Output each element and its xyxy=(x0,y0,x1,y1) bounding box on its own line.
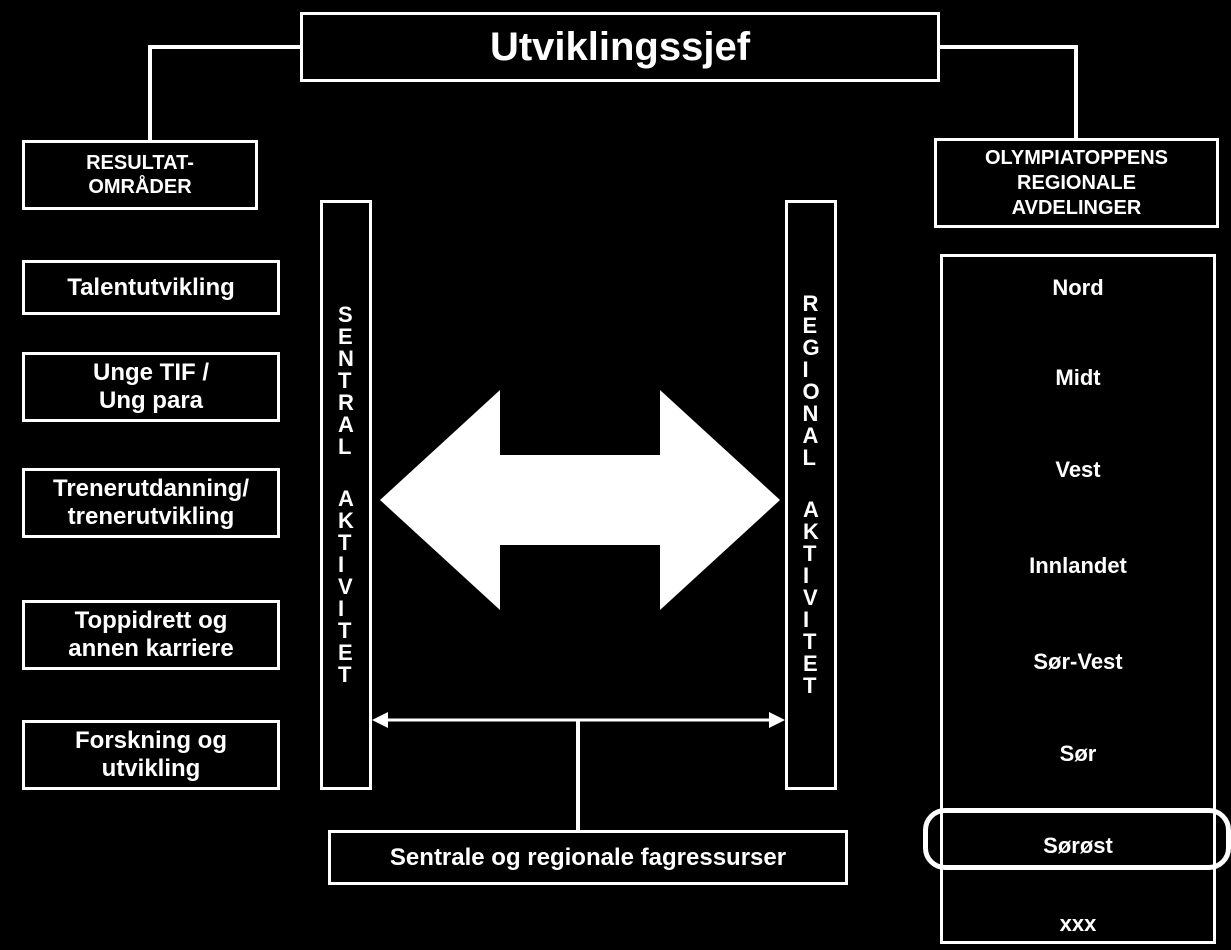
region-item-2: Vest xyxy=(943,457,1213,483)
bottom-box-text: Sentrale og regionale fagressurser xyxy=(390,844,786,872)
vcol-left-word2: AKTIVITET xyxy=(338,488,354,686)
region-7-label: xxx xyxy=(1060,911,1097,936)
vcol-right-word2: AKTIVITET xyxy=(803,499,819,697)
left-item-0-label: Talentutvikling xyxy=(67,274,235,302)
connector-tl-v xyxy=(148,45,152,143)
connector-tr-v xyxy=(1074,45,1078,141)
region-item-1: Midt xyxy=(943,365,1213,391)
left-header-box: RESULTAT- OMRÅDER xyxy=(22,140,258,210)
region-3-label: Innlandet xyxy=(1029,553,1127,578)
left-item-4: Forskning og utvikling xyxy=(22,720,280,790)
left-item-2: Trenerutdanning/ trenerutvikling xyxy=(22,468,280,538)
right-header-line2: REGIONALE xyxy=(985,171,1168,196)
region-0-label: Nord xyxy=(1052,275,1103,300)
region-1-label: Midt xyxy=(1055,365,1100,390)
region-2-label: Vest xyxy=(1055,457,1100,482)
left-item-3-label: Toppidrett og annen karriere xyxy=(68,607,233,662)
left-item-3: Toppidrett og annen karriere xyxy=(22,600,280,670)
region-4-label: Sør-Vest xyxy=(1033,649,1122,674)
region-item-3: Innlandet xyxy=(943,553,1213,579)
title-box: Utviklingssjef xyxy=(300,12,940,82)
bottom-box: Sentrale og regionale fagressurser xyxy=(328,830,848,885)
right-header-box: OLYMPIATOPPENS REGIONALE AVDELINGER xyxy=(934,138,1219,228)
left-item-1-label: Unge TIF / Ung para xyxy=(93,359,209,414)
left-item-1: Unge TIF / Ung para xyxy=(22,352,280,422)
region-5-label: Sør xyxy=(1060,741,1097,766)
vertical-col-regional: REGIONAL AKTIVITET xyxy=(785,200,837,790)
region-item-5: Sør xyxy=(943,741,1213,767)
left-item-2-label: Trenerutdanning/ trenerutvikling xyxy=(53,475,249,530)
region-item-7: xxx xyxy=(943,911,1213,937)
left-item-4-label: Forskning og utvikling xyxy=(75,727,227,782)
right-header-line3: AVDELINGER xyxy=(985,196,1168,221)
region-item-0: Nord xyxy=(943,275,1213,301)
left-item-0: Talentutvikling xyxy=(22,260,280,315)
double-arrow-icon xyxy=(380,370,780,630)
region-highlight xyxy=(923,808,1231,870)
vcol-right-word1: REGIONAL xyxy=(802,293,819,469)
region-item-4: Sør-Vest xyxy=(943,649,1213,675)
left-header-line1: RESULTAT- xyxy=(86,151,194,175)
connector-tr-h xyxy=(938,45,1078,49)
connector-bottom-v xyxy=(576,720,580,832)
vcol-left-word1: SENTRAL xyxy=(338,304,354,458)
right-header-line1: OLYMPIATOPPENS xyxy=(985,146,1168,171)
left-header-line2: OMRÅDER xyxy=(86,175,194,199)
connector-tl-h xyxy=(148,45,303,49)
title-text: Utviklingssjef xyxy=(490,25,750,70)
vertical-col-sentral: SENTRAL AKTIVITET xyxy=(320,200,372,790)
